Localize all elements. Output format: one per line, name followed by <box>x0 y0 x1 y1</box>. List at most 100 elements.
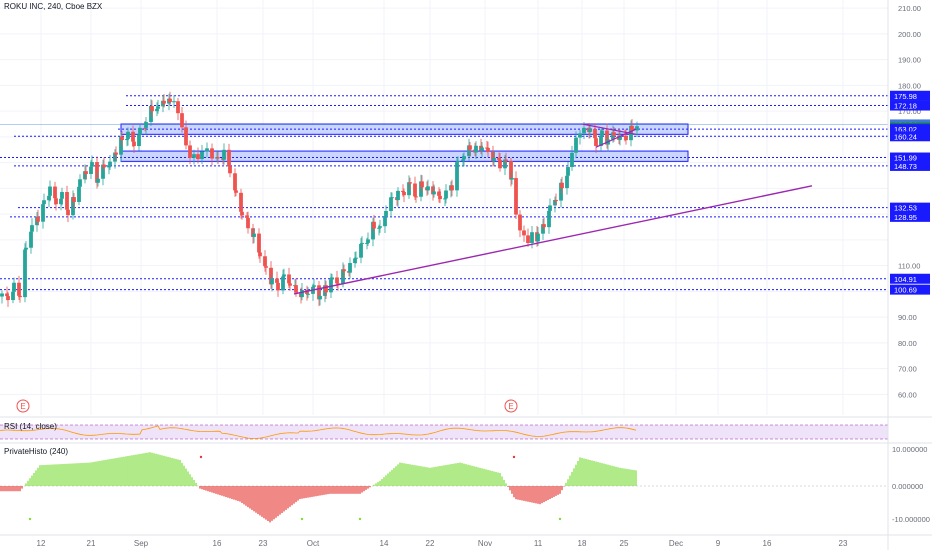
candle-body <box>5 293 9 297</box>
candle-body <box>413 183 417 197</box>
candle-body <box>443 198 447 200</box>
candle-body <box>593 129 597 139</box>
candle-body <box>306 293 310 295</box>
candle-body <box>522 230 526 236</box>
candle-body <box>234 190 238 193</box>
candle-body <box>553 199 557 206</box>
time-tick-label: 25 <box>620 539 629 548</box>
candle-body <box>431 186 435 195</box>
horizontal-levels[interactable] <box>0 95 888 291</box>
candle-body <box>371 221 375 240</box>
rsi-pane <box>0 416 932 440</box>
candle-body <box>480 147 484 151</box>
candle-body <box>168 98 172 103</box>
candle-body <box>17 282 21 296</box>
histo-tick-label: 10.000000 <box>892 445 927 454</box>
candle-body <box>486 147 490 152</box>
candle-body <box>59 198 63 205</box>
candle-body <box>149 106 153 123</box>
candle-body <box>240 211 244 216</box>
candle-body <box>491 151 495 162</box>
price-tag-bg <box>890 90 930 101</box>
candle-body <box>624 136 628 141</box>
time-axis[interactable]: 12 21 Sep 16 23 Oct 14 22 Nov 11 18 25 Dec 9 16 23 <box>37 539 848 548</box>
time-tick-label: 11 <box>534 539 543 548</box>
time-tick-label: 16 <box>763 539 772 548</box>
price-tag-label: 132.53 <box>894 204 917 213</box>
candle-body <box>120 136 124 141</box>
candle-body <box>54 198 58 205</box>
candle-body <box>132 141 136 147</box>
price-tag-bg <box>890 152 930 163</box>
candle-body <box>536 233 540 242</box>
candle-body <box>258 252 262 257</box>
histo-signal <box>300 517 304 521</box>
candle-body <box>330 277 334 280</box>
candle-body <box>407 182 411 196</box>
time-tick-label: 22 <box>426 539 435 548</box>
candle-body <box>324 285 328 293</box>
candle-body <box>42 200 46 205</box>
candle-body <box>342 269 346 272</box>
candle-body <box>227 149 231 167</box>
candle-body <box>588 129 592 132</box>
candle-body <box>318 295 322 300</box>
candle-body <box>60 192 64 199</box>
price-tag-label: 151.99 <box>894 154 917 163</box>
candle-body <box>72 197 76 202</box>
candle-body <box>574 137 578 153</box>
candle-body <box>84 171 88 175</box>
price-tag-bg <box>890 211 930 222</box>
candle-body <box>510 178 514 180</box>
candle-body <box>526 235 530 244</box>
candle-body <box>12 282 16 292</box>
candle-body <box>0 293 4 297</box>
candle-body <box>155 108 159 112</box>
candle-body <box>419 181 423 197</box>
candle-body <box>90 162 94 167</box>
price-tick-label: 200.00 <box>898 30 921 39</box>
candle-body <box>184 127 188 146</box>
candle-body <box>605 130 609 145</box>
candle-body <box>77 186 81 202</box>
candle-body <box>200 151 204 160</box>
zone-1 <box>120 150 689 162</box>
symbol-title[interactable]: ROKU INC, 240, Cboe BZX <box>4 2 103 11</box>
candle-body <box>95 162 99 183</box>
candle-body <box>384 210 388 216</box>
time-tick-label: 9 <box>716 539 721 548</box>
candle-body <box>222 149 226 160</box>
candle-body <box>618 135 622 140</box>
candle-body <box>611 132 615 140</box>
price-tick-label: 210.00 <box>898 4 921 13</box>
price-tick-label: 80.00 <box>898 339 917 348</box>
candle-body <box>353 258 357 264</box>
candle-body <box>264 266 268 268</box>
price-tag-label: 175.98 <box>894 92 917 101</box>
histo-signal <box>512 455 516 459</box>
price-tag-label: 128.95 <box>894 213 917 222</box>
candle-body <box>138 127 142 135</box>
candle-body <box>530 232 534 244</box>
time-tick-label: 12 <box>37 539 46 548</box>
candle-body <box>396 190 400 201</box>
rsi-label[interactable]: RSI (14, close) <box>4 422 57 431</box>
price-tag-bg <box>890 284 930 295</box>
candle-body <box>257 233 261 253</box>
histo-tick-label: 0.000000 <box>892 482 923 491</box>
candle-body <box>294 285 298 293</box>
candle-body <box>504 159 508 162</box>
trendline <box>293 185 813 295</box>
price-zones <box>120 123 689 162</box>
price-tick-label: 110.00 <box>898 262 920 271</box>
candle-body <box>548 205 552 211</box>
time-tick-label: 21 <box>87 539 96 548</box>
candle-body <box>102 164 106 168</box>
candle-body <box>408 182 412 184</box>
histo-label[interactable]: PrivateHisto (240) <box>4 447 69 456</box>
candle-body <box>560 182 564 189</box>
candle-body <box>317 285 321 300</box>
candle-body <box>210 148 214 159</box>
